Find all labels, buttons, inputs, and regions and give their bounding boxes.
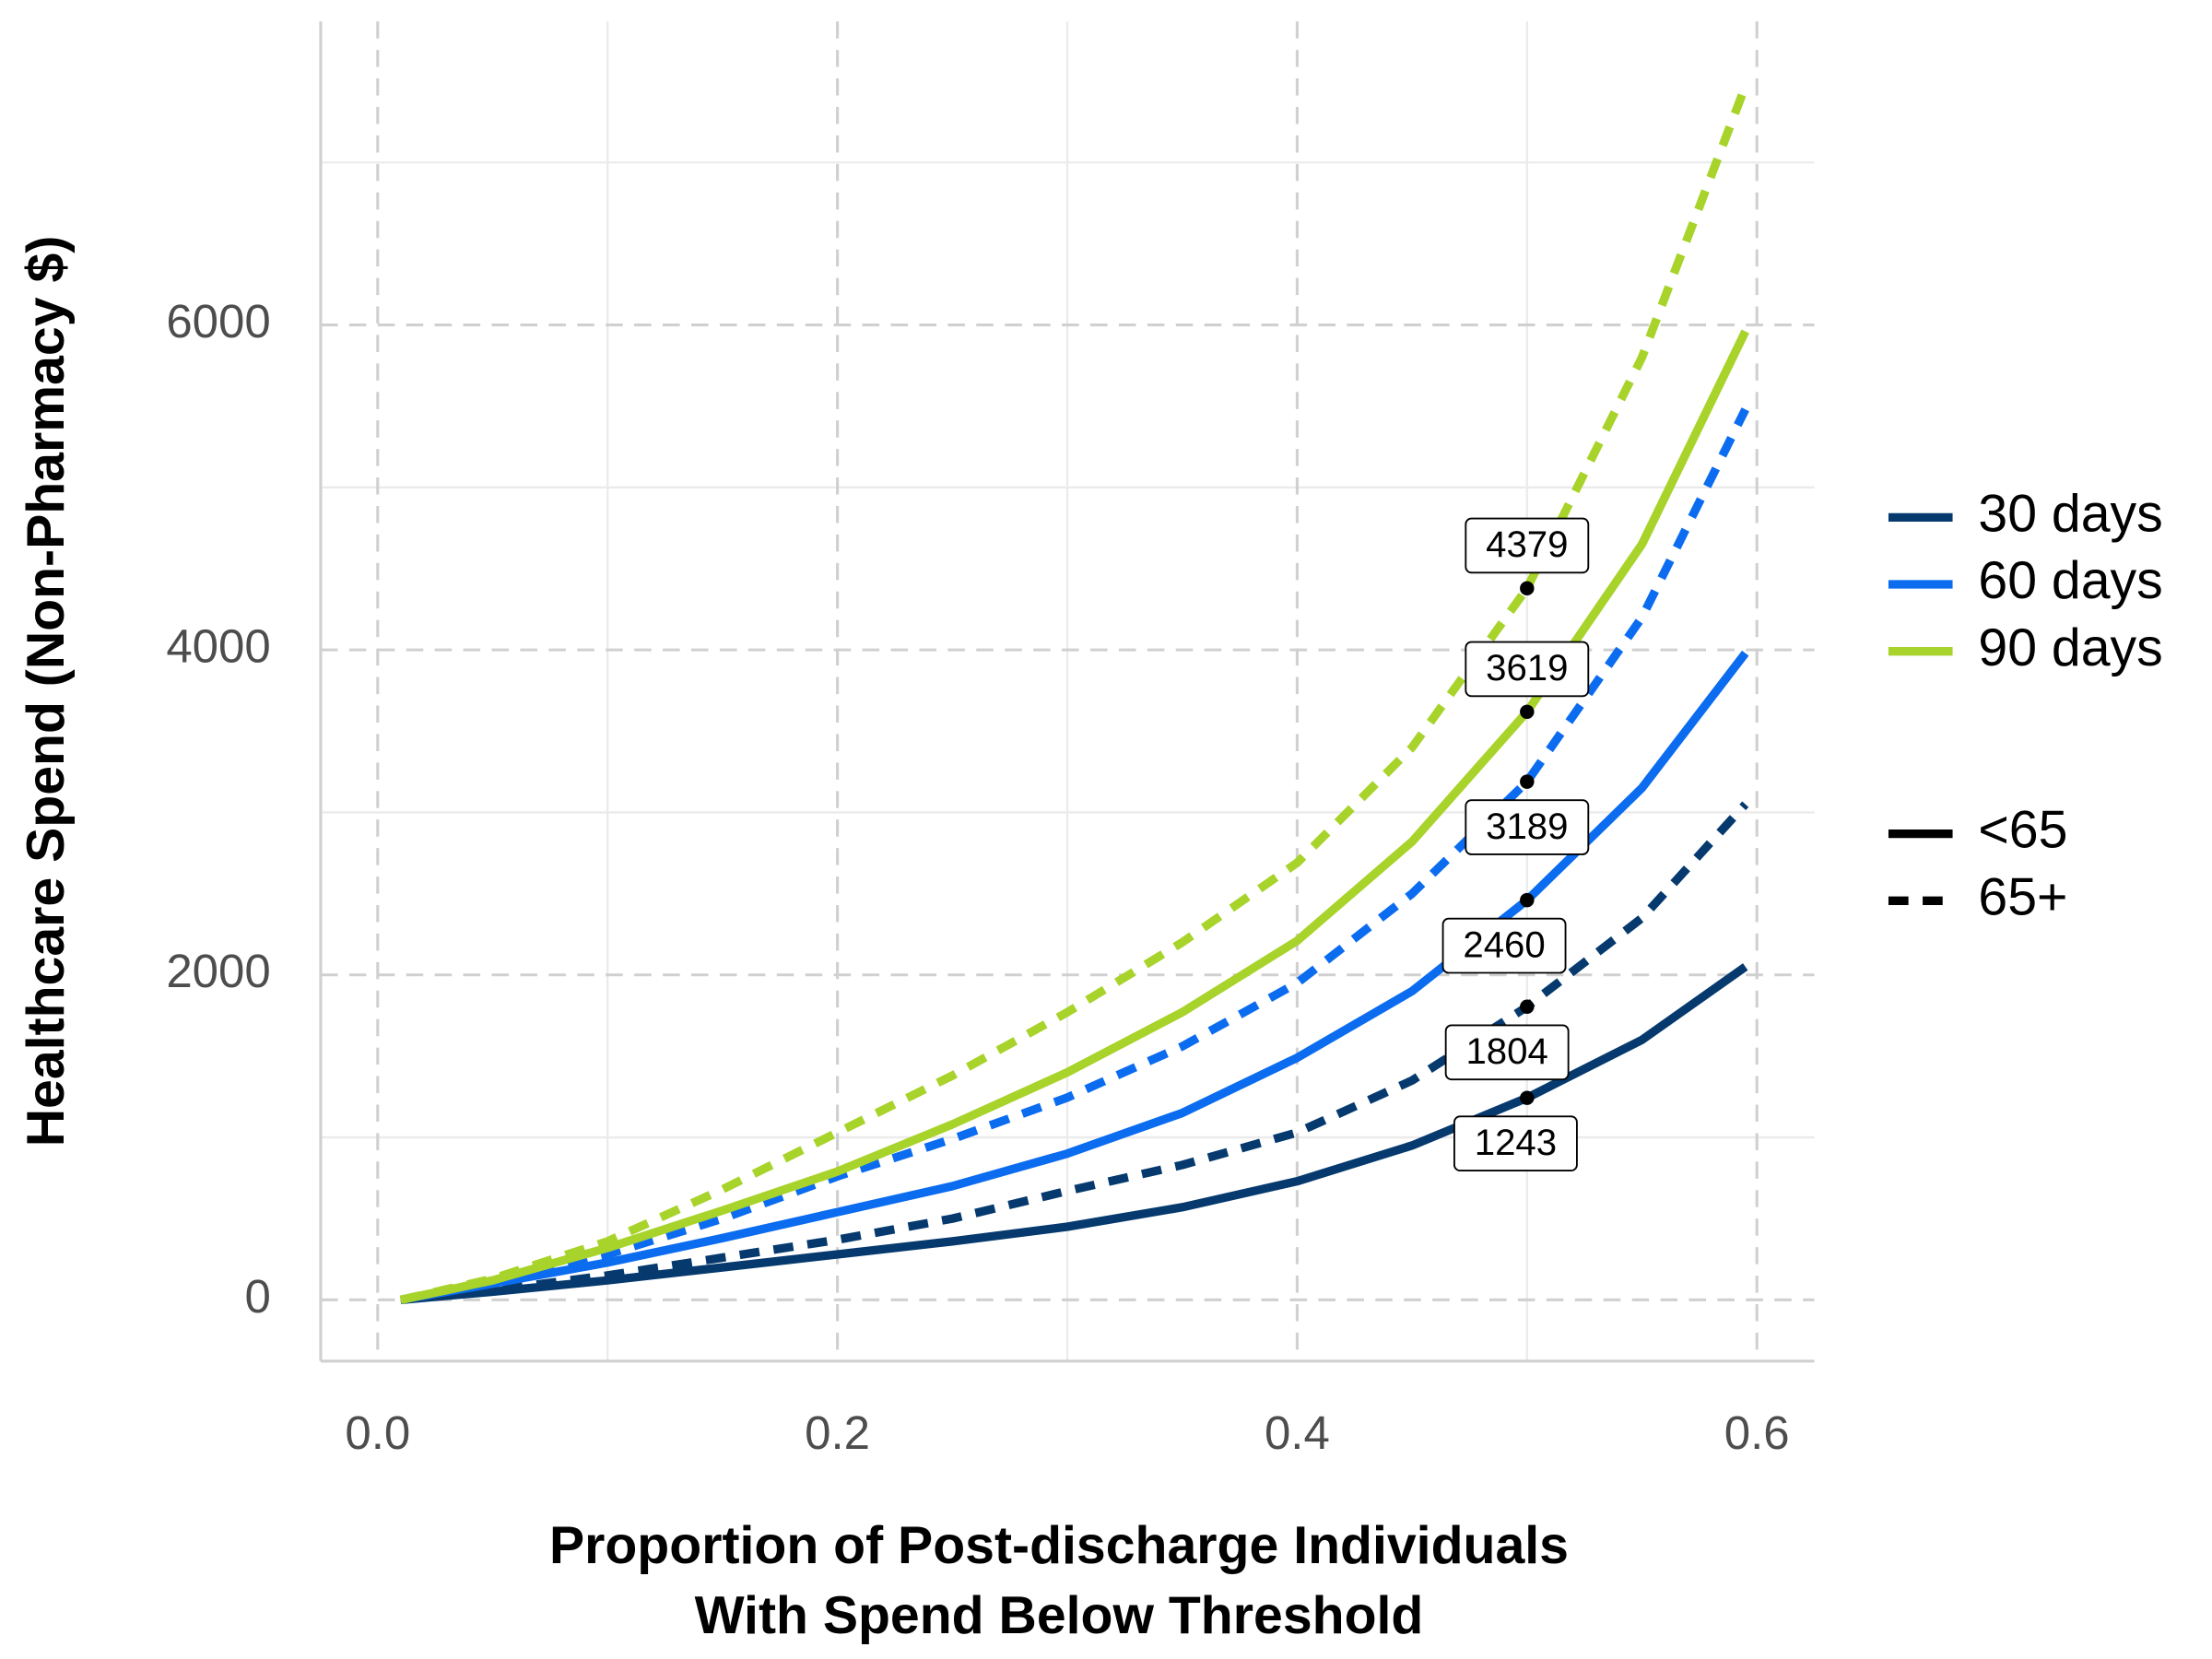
y-tick-label: 2000 bbox=[166, 945, 270, 997]
legend-label: <65 bbox=[1978, 801, 2067, 860]
plot-area: 4379 3619 3189 2460 1804 1243 bbox=[399, 84, 1750, 1304]
annotation-point bbox=[1520, 999, 1535, 1015]
x-axis-title: Proportion of Post-discharge Individuals bbox=[549, 1516, 1569, 1575]
legend-label: 90 days bbox=[1978, 618, 2162, 677]
grid bbox=[320, 21, 1815, 1361]
annotation-label: 3189 bbox=[1486, 806, 1568, 847]
annotation-point bbox=[1520, 704, 1535, 720]
y-tick-label: 0 bbox=[244, 1270, 270, 1323]
annotation-box bbox=[1444, 1024, 1570, 1081]
legend-label: 60 days bbox=[1978, 551, 2162, 610]
annotation-label: 4379 bbox=[1486, 524, 1568, 565]
x-tick-label: 0.4 bbox=[1265, 1406, 1330, 1459]
y-axis-title: Healthcare Spend (Non-Pharmacy $) bbox=[17, 236, 76, 1147]
annotation-point bbox=[1520, 892, 1535, 908]
annotation-label: 3619 bbox=[1486, 647, 1568, 688]
annotation-point bbox=[1520, 1090, 1535, 1105]
series-line bbox=[399, 407, 1749, 1304]
x-tick-label: 0.0 bbox=[345, 1406, 410, 1459]
annotation-label: 2460 bbox=[1463, 924, 1545, 965]
annotation-box bbox=[1465, 641, 1590, 698]
x-tick-label: 0.6 bbox=[1724, 1406, 1790, 1459]
y-tick-label: 4000 bbox=[166, 620, 270, 673]
annotation-box bbox=[1441, 917, 1567, 974]
annotation-box bbox=[1465, 517, 1590, 574]
annotation-box bbox=[1465, 799, 1590, 855]
x-axis-title: With Spend Below Threshold bbox=[695, 1586, 1424, 1645]
annotation-label: 1243 bbox=[1475, 1122, 1557, 1163]
series-line bbox=[399, 84, 1750, 1304]
legend-label: 30 days bbox=[1978, 484, 2162, 543]
annotation-box bbox=[1453, 1115, 1578, 1171]
annotation-point bbox=[1520, 774, 1535, 789]
y-tick-label: 6000 bbox=[166, 295, 270, 347]
series-line bbox=[399, 650, 1749, 1304]
legend: 30 days 60 days 90 days <65 65+ bbox=[1888, 484, 2163, 926]
x-tick-label: 0.2 bbox=[805, 1406, 870, 1459]
legend-label: 65+ bbox=[1978, 867, 2067, 926]
annotation-point bbox=[1520, 581, 1535, 596]
annotation-label: 1804 bbox=[1465, 1030, 1547, 1072]
